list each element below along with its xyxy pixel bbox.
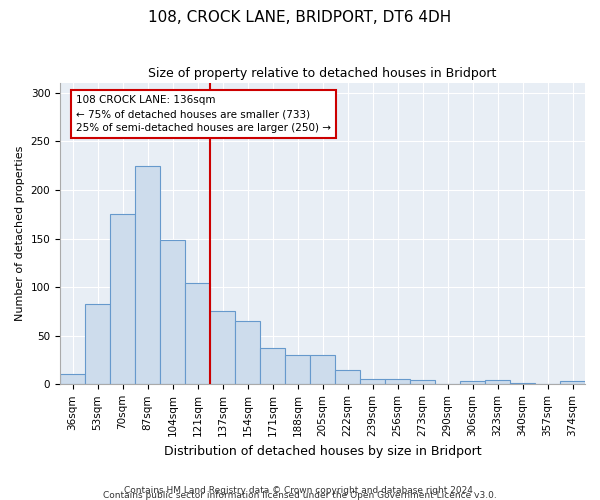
X-axis label: Distribution of detached houses by size in Bridport: Distribution of detached houses by size …: [164, 444, 481, 458]
Bar: [310, 355, 335, 384]
Bar: [60, 374, 85, 384]
Bar: [135, 166, 160, 384]
Text: Contains public sector information licensed under the Open Government Licence v3: Contains public sector information licen…: [103, 490, 497, 500]
Bar: [160, 240, 185, 384]
Y-axis label: Number of detached properties: Number of detached properties: [15, 146, 25, 322]
Text: 108 CROCK LANE: 136sqm
← 75% of detached houses are smaller (733)
25% of semi-de: 108 CROCK LANE: 136sqm ← 75% of detached…: [76, 95, 331, 133]
Bar: [560, 382, 585, 384]
Bar: [110, 214, 135, 384]
Bar: [460, 382, 485, 384]
Title: Size of property relative to detached houses in Bridport: Size of property relative to detached ho…: [148, 68, 497, 80]
Bar: [85, 304, 110, 384]
Bar: [335, 370, 360, 384]
Bar: [410, 380, 435, 384]
Bar: [185, 284, 210, 384]
Bar: [360, 380, 385, 384]
Bar: [210, 312, 235, 384]
Bar: [260, 348, 285, 384]
Text: 108, CROCK LANE, BRIDPORT, DT6 4DH: 108, CROCK LANE, BRIDPORT, DT6 4DH: [148, 10, 452, 25]
Bar: [485, 380, 510, 384]
Bar: [285, 355, 310, 384]
Text: Contains HM Land Registry data © Crown copyright and database right 2024.: Contains HM Land Registry data © Crown c…: [124, 486, 476, 495]
Bar: [235, 321, 260, 384]
Bar: [385, 380, 410, 384]
